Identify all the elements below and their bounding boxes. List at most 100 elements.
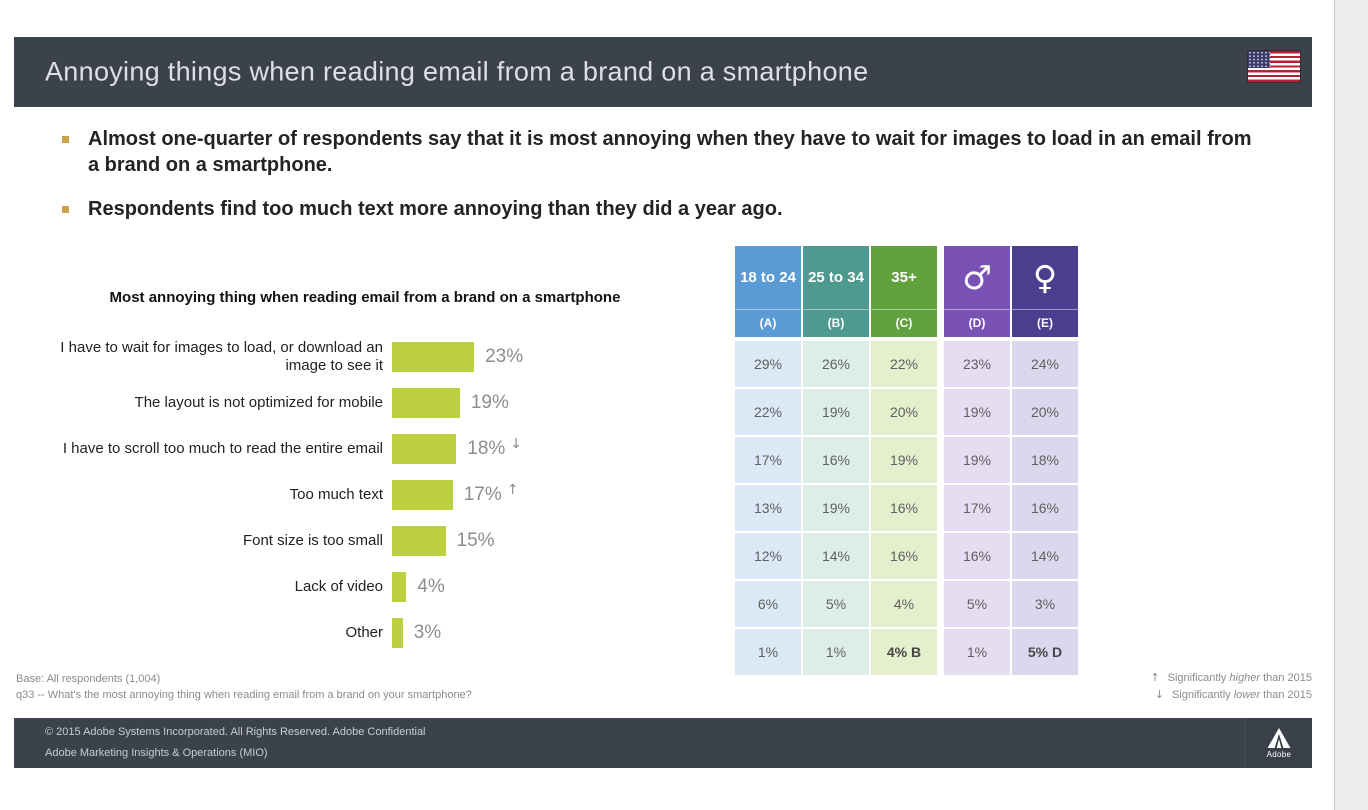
table-header-a: 18 to 24 (A) [735,246,801,337]
header-letter: (A) [735,309,801,337]
table-cell: 5% D [1012,629,1078,675]
table-cell: 20% [871,389,937,435]
table-cell: 19% [871,437,937,483]
sig-text: than 2015 [1263,688,1312,701]
copyright-text: © 2015 Adobe Systems Incorporated. All R… [45,726,426,738]
bullet-marker-icon [62,136,69,143]
table-cell: 5% [803,581,869,627]
header-letter: (B) [803,309,869,337]
sig-text: than 2015 [1263,672,1312,684]
bar-chart: I have to wait for images to load, or do… [25,334,725,656]
bar-value-label: 23% [485,346,524,367]
table-cell: 14% [1012,533,1078,579]
chart-title: Most annoying thing when reading email f… [109,289,621,306]
table-cell: 22% [871,341,937,387]
bullet-marker-icon [62,205,69,213]
bullet-item: Almost one-quarter of respondents say th… [62,126,1252,179]
table-row: 6% 5% 4% 5% 3% [735,581,1078,627]
bullet-text: Almost one-quarter of respondents say th… [88,128,1252,177]
sig-em: higher [1229,672,1260,684]
bullet-item: Respondents find too much text more anno… [62,196,1252,222]
table-header-d: ♂ (D) [944,246,1010,337]
bar-row: The layout is not optimized for mobile 19… [25,380,725,426]
table-cell: 1% [803,629,869,675]
bar-value-label: 4% [417,576,445,597]
header-label: 25 to 34 [808,269,864,286]
table-cell: 1% [944,629,1010,675]
table-cell: 14% [803,533,869,579]
table-cell: 17% [735,437,801,483]
bar-row: I have to wait for images to load, or do… [25,334,725,380]
header-letter: (E) [1012,309,1078,337]
table-cell: 16% [1012,485,1078,531]
bar [392,572,407,602]
table-cell: 16% [871,485,937,531]
table-row: 22% 19% 20% 19% 20% [735,389,1078,435]
table-cell: 16% [803,437,869,483]
header-label: 35+ [891,269,917,286]
adobe-logo: Adobe [1245,718,1312,768]
us-flag-canton [1248,51,1270,68]
bar-category-label: I have to scroll too much to read the en… [62,440,383,458]
org-text: Adobe Marketing Insights & Operations (M… [45,747,268,759]
bar [392,526,446,556]
sig-em: lower [1233,688,1260,701]
bar-row: Lack of video 4% [25,564,725,610]
table-cell: 5% [944,581,1010,627]
bar-row: Font size is too small 15% [25,518,725,564]
bar-value-label: 18% [467,438,506,459]
down-arrow-icon: ↓ [1154,687,1164,701]
up-arrow-icon: ↑ [506,482,519,498]
header-letter: (C) [871,309,937,337]
footnotes: Base: All respondents (1,004) q33 -- Wha… [16,672,472,704]
footnote-base: Base: All respondents (1,004) [16,673,161,685]
header-label: 18 to 24 [740,269,796,286]
bar [392,388,460,418]
bar-category-label: Lack of video [294,578,383,596]
table-cell: 20% [1012,389,1078,435]
table-cell: 16% [944,533,1010,579]
table-cell: 13% [735,485,801,531]
table-cell: 19% [944,437,1010,483]
bar-category-label: I have to wait for images to load, or do… [60,339,383,374]
bar-row: Too much text 17% ↑ [25,472,725,518]
table-cell: 16% [871,533,937,579]
footnote-question: q33 -- What's the most annoying thing wh… [16,688,472,701]
bar-value-label: 15% [456,530,495,551]
significance-note-lower: ↓ Significantly lower than 2015 [1150,687,1312,704]
sig-text: Significantly [1167,672,1227,684]
table-row: 12% 14% 16% 16% 14% [735,533,1078,579]
bullet-list: Almost one-quarter of respondents say th… [62,126,1252,239]
table-row: 17% 16% 19% 19% 18% [735,437,1078,483]
female-icon: ♀ [1032,258,1058,297]
table-cell: 23% [944,341,1010,387]
table-header-row: 18 to 24 (A) 25 to 34 (B) 35+ (C) ♂ (D) ♀ (E) [735,246,1078,337]
table-cell: 19% [803,485,869,531]
male-icon: ♂ [962,258,992,297]
table-cell: 19% [803,389,869,435]
table-header-b: 25 to 34 (B) [803,246,869,337]
bar-row: I have to scroll too much to read the en… [25,426,725,472]
bar-value-label: 3% [413,622,442,643]
bullet-text: Respondents find too much text more anno… [88,197,783,220]
slide-title-bar: Annoying things when reading email from … [14,37,1312,107]
significance-notes: ↑ Significantly higher than 2015 ↓ Signifi… [1150,670,1312,704]
bar-category-label: Too much text [289,486,383,504]
us-flag-icon [1248,51,1300,82]
table-cell: 19% [944,389,1010,435]
table-cell: 26% [803,341,869,387]
table-row: 29% 26% 22% 23% 24% [735,341,1078,387]
bar-value-label: 17% [463,484,502,505]
table-cell: 4% [871,581,937,627]
bar [392,480,453,510]
header-letter: (D) [944,309,1010,337]
adobe-a-icon [1267,727,1291,748]
table-header-e: ♀ (E) [1012,246,1078,337]
adobe-logo-label: Adobe [1266,749,1292,759]
table-cell: 18% [1012,437,1078,483]
table-cell: 17% [944,485,1010,531]
viewer-margin [1334,0,1368,810]
table-cell: 22% [735,389,801,435]
sig-text: Significantly [1171,688,1231,701]
up-arrow-icon: ↑ [1150,671,1160,684]
